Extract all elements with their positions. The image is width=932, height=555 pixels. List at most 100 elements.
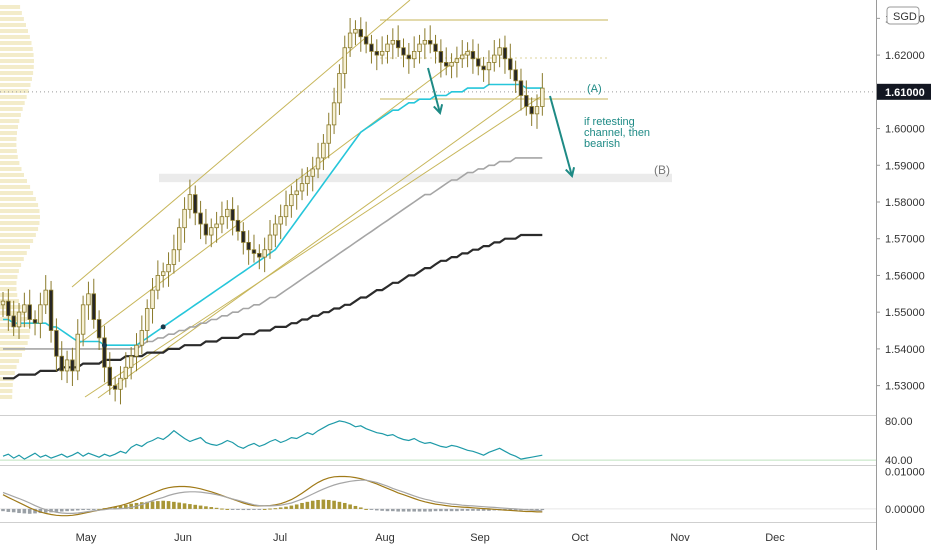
macd-histogram-bar (316, 499, 320, 509)
volume-profile-bar (0, 359, 20, 363)
macd-histogram-bar (332, 500, 336, 509)
macd-histogram-bar (177, 502, 182, 509)
macd-line (2, 479, 543, 515)
macd-histogram-bar (273, 508, 278, 510)
macd-histogram-bar (22, 508, 27, 514)
volume-profile-bar (0, 47, 33, 51)
macd-histogram-bar (358, 507, 363, 509)
candle-body (449, 62, 454, 67)
macd-histogram-bar (465, 508, 470, 511)
volume-profile-bar (0, 113, 21, 117)
candle-body (353, 28, 358, 34)
candle-body (70, 359, 75, 372)
candle-body (235, 219, 241, 232)
annotation-note-line: if retesting (584, 116, 635, 128)
macd-histogram-bar (33, 508, 37, 514)
macd-histogram-bar (321, 499, 326, 509)
candle-body (358, 28, 363, 38)
macd-histogram-bar (433, 508, 438, 512)
macd-histogram-bar (246, 508, 251, 511)
volume-profile-bar (0, 95, 27, 99)
volume-profile-bar (0, 257, 24, 261)
candle-body (385, 43, 390, 52)
macd-histogram-bar (70, 508, 75, 511)
volume-profile-bar (0, 149, 17, 153)
macd-histogram-bar (81, 508, 85, 511)
volume-profile-bar (0, 341, 28, 345)
macd-histogram-bar (65, 508, 69, 512)
candle-body (342, 47, 347, 74)
candle-body (118, 377, 123, 390)
macd-histogram-bar (6, 508, 11, 512)
last-price-badge (877, 83, 931, 100)
candle-body (257, 253, 262, 258)
candle-body (390, 39, 396, 45)
candle-body (0, 300, 6, 306)
macd-histogram-bar (444, 508, 449, 512)
candle-body (150, 289, 155, 309)
candle-body (315, 157, 321, 170)
macd-tick-label: 0.01000 (885, 467, 925, 479)
candle-body (139, 330, 145, 346)
volume-profile-bar (0, 365, 17, 369)
candle-body (283, 205, 289, 218)
macd-histogram-bar (300, 502, 304, 509)
candle-body (331, 102, 337, 126)
volume-profile-bar (0, 269, 19, 273)
candle-body (481, 65, 486, 71)
volume-profile-bar (0, 23, 26, 27)
macd-histogram-bar (257, 508, 262, 510)
macd-histogram-bar (230, 508, 235, 510)
candle-body (6, 300, 11, 317)
macd-histogram-bar (375, 508, 379, 511)
y-tick-label: 1.55000 (885, 307, 925, 319)
ascending-channel-upper (71, 0, 411, 288)
macd-histogram-bar (380, 508, 384, 511)
candle-body (96, 319, 102, 339)
macd-histogram-bar (97, 508, 101, 510)
macd-histogram-bar (140, 502, 144, 509)
macd-histogram-bar (150, 501, 155, 509)
macd-histogram-bar (86, 508, 91, 510)
candle-body (486, 62, 492, 71)
volume-profile-bar (0, 389, 13, 393)
volume-profile-bar (0, 395, 13, 399)
currency-label: SGD (893, 11, 917, 23)
candle-body (112, 385, 118, 390)
macd-histogram-bar (423, 508, 427, 512)
candle-body (182, 208, 187, 229)
candle-body (444, 62, 449, 67)
volume-profile-bar (0, 329, 30, 333)
candle-body (273, 223, 278, 236)
candle-body (75, 333, 80, 372)
macd-histogram-bar (364, 508, 368, 510)
candle-body (27, 304, 32, 320)
candle-body (128, 355, 134, 368)
x-tick-label: Jun (174, 532, 192, 544)
macd-histogram-bar (124, 504, 128, 509)
candle-body (379, 51, 385, 56)
candle-body (460, 54, 465, 60)
breakdown-arrow-head (433, 104, 444, 116)
volume-profile-bar (0, 107, 23, 111)
candle-body (518, 80, 524, 96)
annotation-note-line: channel, then (584, 127, 650, 139)
volume-profile-bar (0, 191, 34, 195)
label-b: (B) (654, 163, 670, 177)
macd-histogram-bar (268, 508, 272, 510)
macd-histogram-bar (540, 508, 545, 511)
volume-profile-bar (0, 263, 22, 267)
candle-body (134, 344, 139, 357)
candle-body (155, 275, 161, 291)
volume-profile-bar (0, 239, 34, 243)
volume-profile-bar (0, 125, 18, 129)
macd-histogram-bar (337, 501, 342, 509)
macd-histogram-bar (342, 502, 347, 509)
macd-histogram-bar (161, 500, 165, 509)
x-tick-label: Oct (571, 532, 588, 544)
y-tick-label: 1.59000 (885, 160, 925, 172)
candle-body (508, 58, 513, 71)
macd-histogram-bar (471, 508, 475, 511)
macd-histogram-bar (476, 508, 481, 511)
